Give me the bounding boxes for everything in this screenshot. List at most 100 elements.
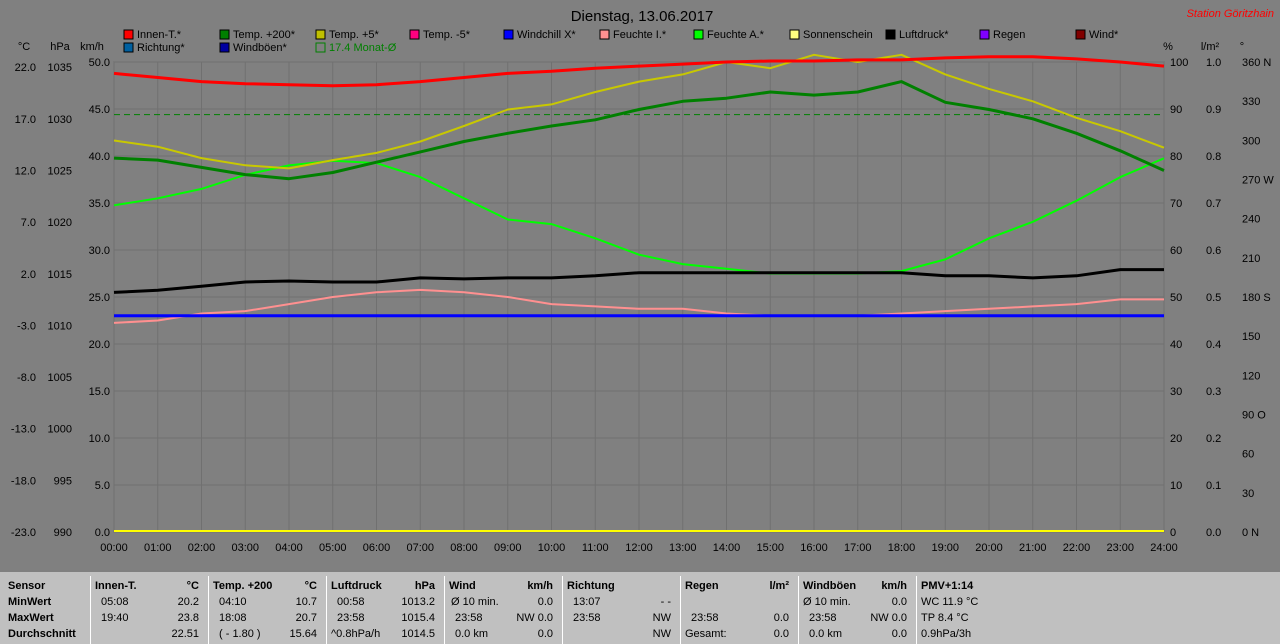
stats-title: Richtung (567, 580, 615, 592)
tick-label-time: 14:00 (713, 542, 741, 554)
legend-label: Temp. +200* (233, 29, 296, 41)
stats-time: ( - 1.80 ) (219, 628, 261, 640)
legend-item: Wind* (1075, 29, 1119, 41)
tick-label-percent: 100 (1170, 57, 1188, 69)
stats-value: 0.0 (537, 628, 553, 640)
stats-value: WC 11.9 °C (921, 596, 979, 608)
tick-label-direction: 330 (1242, 96, 1260, 108)
stats-time: 0.0 km (455, 628, 489, 640)
legend-item: Windböen* (219, 42, 288, 54)
stats-time: 00:58 (337, 596, 365, 608)
stats-value: 0.9hPa/3h (921, 628, 972, 640)
stats-time: 23:58 (691, 612, 719, 624)
legend-label: Feuchte I.* (613, 29, 667, 41)
tick-label-kmh: 10.0 (89, 433, 110, 445)
stats-temp200: Temp. +200 °C 04:10 10.7 18:08 20.7 ( - 1.8… (208, 576, 323, 644)
legend-label: Wind* (1089, 29, 1119, 41)
stats-value: 10.7 (295, 596, 317, 608)
tick-label-hpa: 1010 (48, 320, 72, 332)
legend-label: Innen-T.* (137, 29, 182, 41)
tick-label-rain: 0.2 (1206, 433, 1221, 445)
stats-value: 0.0 (537, 596, 553, 608)
stats-time: 23:58 (337, 612, 365, 624)
stats-time: ^0.8hPa/h (331, 628, 381, 640)
tick-label-time: 20:00 (975, 542, 1003, 554)
stats-value: - - (660, 596, 671, 608)
tick-label-hpa: 1015 (48, 269, 72, 281)
tick-label-direction: 30 (1242, 488, 1254, 500)
tick-label-time: 02:00 (188, 542, 216, 554)
stats-value: 20.2 (177, 596, 199, 608)
stats-unit: km/h (881, 580, 907, 592)
tick-label-hpa: 1020 (48, 217, 72, 229)
series-line-feuchte-a (113, 157, 1165, 275)
legend-swatch (789, 29, 800, 40)
legend-label: Regen (993, 29, 1025, 41)
tick-label-rain: 0.8 (1206, 151, 1221, 163)
stats-time: Ø 10 min. (451, 596, 499, 608)
legend-swatch (315, 42, 326, 53)
legend-item: Temp. +200* (219, 29, 296, 41)
legend-label: Feuchte A.* (707, 29, 765, 41)
stats-time: 18:08 (219, 612, 247, 624)
legend-label: Temp. +5* (329, 29, 380, 41)
tick-label-time: 05:00 (319, 542, 347, 554)
tick-label-celsius: 7.0 (21, 217, 36, 229)
stats-unit: l/m² (769, 580, 789, 592)
legend-swatch (599, 29, 610, 40)
tick-label-time: 03:00 (231, 542, 259, 554)
legend-swatch (315, 29, 326, 40)
tick-label-direction: 180 S (1242, 292, 1271, 304)
tick-label-kmh: 45.0 (89, 104, 110, 116)
series-line-feuchte-i (113, 288, 1164, 324)
stats-value: 22.51 (171, 628, 199, 640)
legend-label: Windböen* (233, 42, 288, 54)
tick-label-time: 21:00 (1019, 542, 1047, 554)
tick-label-rain: 0.9 (1206, 104, 1221, 116)
tick-label-rain: 0.5 (1206, 292, 1221, 304)
tick-label-time: 18:00 (888, 542, 916, 554)
tick-label-celsius: 17.0 (15, 114, 36, 126)
tick-label-time: 00:00 (100, 542, 128, 554)
tick-label-rain: 0.0 (1206, 527, 1221, 539)
stats-value: 23.8 (177, 612, 199, 624)
series-line-luftdruck (113, 268, 1164, 294)
legend-swatch (219, 29, 230, 40)
stats-title: Regen (685, 580, 719, 592)
legend-swatch (123, 42, 134, 53)
tick-label-rain: 0.1 (1206, 480, 1221, 492)
stats-unit: km/h (527, 580, 553, 592)
stats-druck: Luftdruck hPa 00:58 1013.2 23:58 1015.4 ^0.… (326, 576, 441, 644)
legend-item: Luftdruck* (885, 29, 949, 41)
tick-label-celsius: 2.0 (21, 269, 36, 281)
tick-label-direction: 270 W (1242, 175, 1274, 187)
legend-label: Luftdruck* (899, 29, 949, 41)
series-line-temp-5 (113, 53, 1165, 170)
tick-label-percent: 20 (1170, 433, 1182, 445)
stats-time: 05:08 (101, 596, 129, 608)
stats-wind: Wind km/h Ø 10 min. 0.0 23:58 NW 0.0 0.0 km… (444, 576, 559, 644)
legend-item: Feuchte I.* (599, 29, 667, 41)
legend-label: Sonnenschein (803, 29, 873, 41)
row-label: Durchschnitt (8, 628, 76, 640)
legend: Innen-T.* Temp. +200* Temp. +5* Temp. -5* Wi… (123, 29, 1119, 54)
legend-swatch (1075, 29, 1086, 40)
tick-label-direction: 360 N (1242, 57, 1271, 69)
tick-label-kmh: 50.0 (89, 57, 110, 69)
tick-label-time: 11:00 (582, 542, 609, 554)
axes: °C hPa km/h% l/m² ° 22.0 17.0 12.0 7.0 2.0 -3.0 -8.… (11, 41, 1274, 554)
tick-label-kmh: 15.0 (89, 386, 110, 398)
tick-label-time: 01:00 (144, 542, 172, 554)
tick-label-celsius: 22.0 (15, 62, 36, 74)
stats-value: 1014.5 (401, 628, 435, 640)
legend-label: Richtung* (137, 42, 185, 54)
legend-item: Temp. -5* (409, 29, 471, 41)
tick-label-time: 06:00 (363, 542, 391, 554)
stats-title: Luftdruck (331, 580, 382, 592)
axis-unit-label: % (1163, 41, 1173, 53)
tick-label-celsius: -23.0 (11, 527, 36, 539)
tick-label-time: 12:00 (625, 542, 653, 554)
axis-unit-label: l/m² (1201, 41, 1220, 53)
tick-label-celsius: 12.0 (15, 165, 36, 177)
stats-value: 1015.4 (401, 612, 435, 624)
